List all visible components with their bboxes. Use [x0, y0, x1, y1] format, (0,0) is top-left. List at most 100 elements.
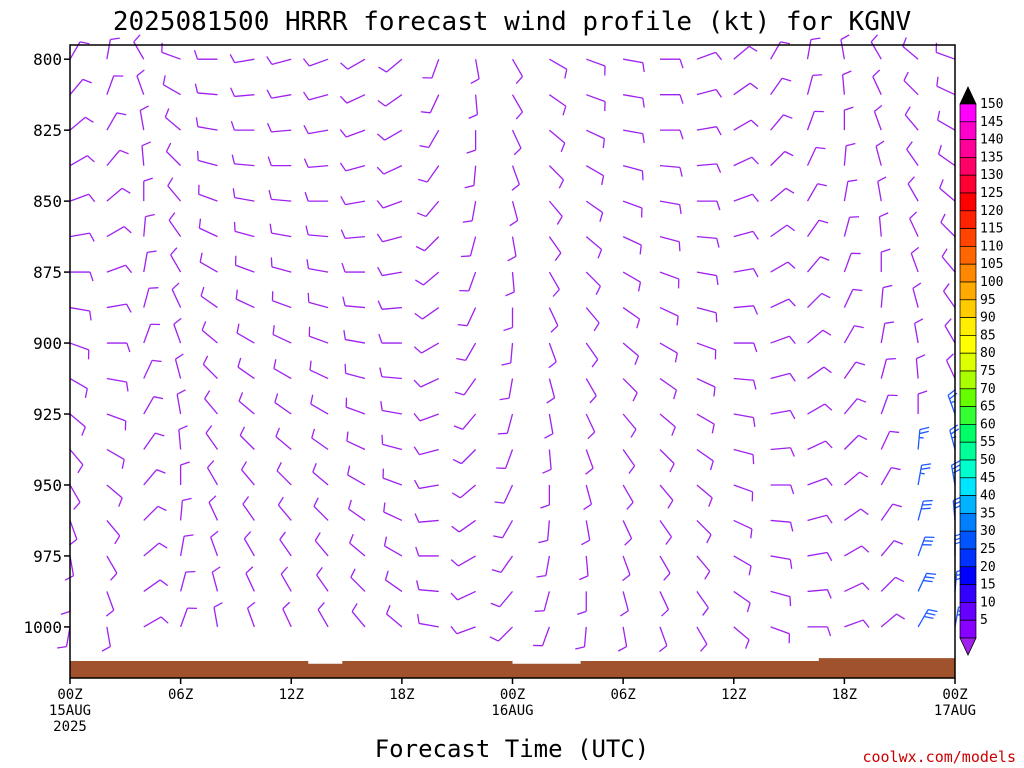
- barb-shaft: [274, 402, 292, 415]
- barb-feather: [453, 425, 464, 430]
- wind-barb: [415, 546, 439, 557]
- wind-barb: [314, 532, 329, 557]
- barb-feather: [230, 87, 236, 97]
- wind-barb: [377, 129, 403, 141]
- wind-barb: [311, 428, 329, 451]
- barb-feather: [716, 238, 720, 248]
- wind-barb: [143, 359, 162, 379]
- wind-barb: [385, 604, 403, 628]
- barb-feather: [937, 144, 942, 155]
- wind-barb: [101, 626, 111, 652]
- chart-title: 2025081500 HRRR forecast wind profile (k…: [113, 7, 911, 37]
- barb-feather: [114, 535, 121, 545]
- wind-barb: [622, 342, 640, 365]
- barb-feather: [752, 417, 756, 427]
- wind-barb: [380, 401, 402, 415]
- wind-barb: [770, 261, 796, 273]
- wind-barb: [272, 325, 292, 344]
- barb-shaft: [69, 377, 88, 390]
- wind-barb: [659, 377, 678, 400]
- wind-barb: [231, 154, 255, 167]
- wind-barb: [807, 329, 832, 344]
- barb-feather: [123, 226, 132, 234]
- wind-barb: [585, 307, 600, 332]
- barb-feather: [268, 189, 272, 200]
- wind-barb: [491, 555, 514, 573]
- barb-shaft: [549, 58, 568, 70]
- colorbar-label: 145: [980, 115, 1003, 130]
- barb-shaft: [106, 626, 111, 647]
- barb-feather: [205, 425, 213, 434]
- wind-barb: [660, 129, 684, 140]
- wind-barb: [807, 589, 832, 599]
- barb-shaft: [622, 413, 637, 430]
- barb-feather: [783, 114, 793, 119]
- wind-barb: [106, 377, 129, 392]
- wind-barb: [770, 519, 794, 532]
- barb-feather: [84, 116, 94, 123]
- barb-shaft: [914, 323, 919, 344]
- barb-feather: [661, 609, 669, 617]
- barb-shaft: [586, 58, 606, 67]
- y-tick-label: 825: [33, 121, 62, 140]
- wind-barb: [549, 94, 567, 116]
- wind-barb: [106, 303, 132, 313]
- barb-feather: [673, 389, 678, 400]
- barb-feather: [861, 545, 870, 553]
- barb-feather: [377, 300, 383, 310]
- barb-shaft: [511, 58, 524, 77]
- wind-barb: [198, 218, 218, 238]
- wind-barb: [340, 58, 366, 70]
- wind-barb: [193, 49, 218, 60]
- barb-feather: [466, 149, 476, 154]
- barb-feather: [235, 289, 238, 300]
- barb-feather: [789, 522, 794, 532]
- wind-barb: [304, 191, 329, 202]
- barb-shaft: [880, 576, 896, 592]
- barb-feather: [781, 77, 792, 82]
- barb-feather: [617, 646, 627, 652]
- wind-barb: [583, 484, 593, 511]
- plot-frame: [69, 44, 956, 679]
- barb-feather: [912, 282, 922, 289]
- wind-barb: [277, 496, 292, 521]
- barb-shaft: [548, 449, 552, 470]
- wind-barb: [69, 449, 84, 474]
- wind-barb: [179, 461, 190, 485]
- colorbar-swatch: [959, 139, 977, 158]
- wind-barb: [659, 484, 674, 509]
- barb-feather: [340, 229, 346, 239]
- wind-barb: [548, 165, 565, 189]
- barb-feather: [414, 312, 423, 320]
- barb-feather: [709, 460, 714, 471]
- barb-shaft: [69, 342, 90, 351]
- barb-shaft: [168, 219, 182, 237]
- wind-barb: [242, 496, 255, 521]
- wind-barb: [452, 449, 477, 465]
- wind-barb: [489, 626, 513, 642]
- barb-shaft: [807, 403, 826, 415]
- wind-barb: [870, 34, 882, 60]
- barb-shaft: [69, 520, 78, 540]
- wind-barb: [496, 449, 514, 469]
- colorbar-swatch: [959, 121, 977, 140]
- barb-feather: [872, 69, 881, 78]
- barb-shaft: [426, 165, 440, 183]
- wind-barb: [503, 307, 514, 332]
- barb-feather: [922, 503, 932, 506]
- barb-shaft: [548, 342, 557, 363]
- wind-barb: [267, 156, 292, 167]
- wind-barb: [807, 477, 833, 486]
- wind-barb: [415, 271, 440, 286]
- barb-shaft: [271, 94, 292, 99]
- barb-feather: [507, 255, 517, 262]
- barb-feather: [910, 246, 920, 254]
- barb-shaft: [273, 367, 292, 380]
- barb-shaft: [548, 378, 556, 399]
- barb-feather: [143, 177, 153, 182]
- wind-barb: [733, 45, 758, 60]
- barb-feather: [119, 149, 129, 155]
- barb-feather: [351, 603, 358, 612]
- barb-shaft: [282, 608, 292, 628]
- wind-barb: [620, 591, 629, 617]
